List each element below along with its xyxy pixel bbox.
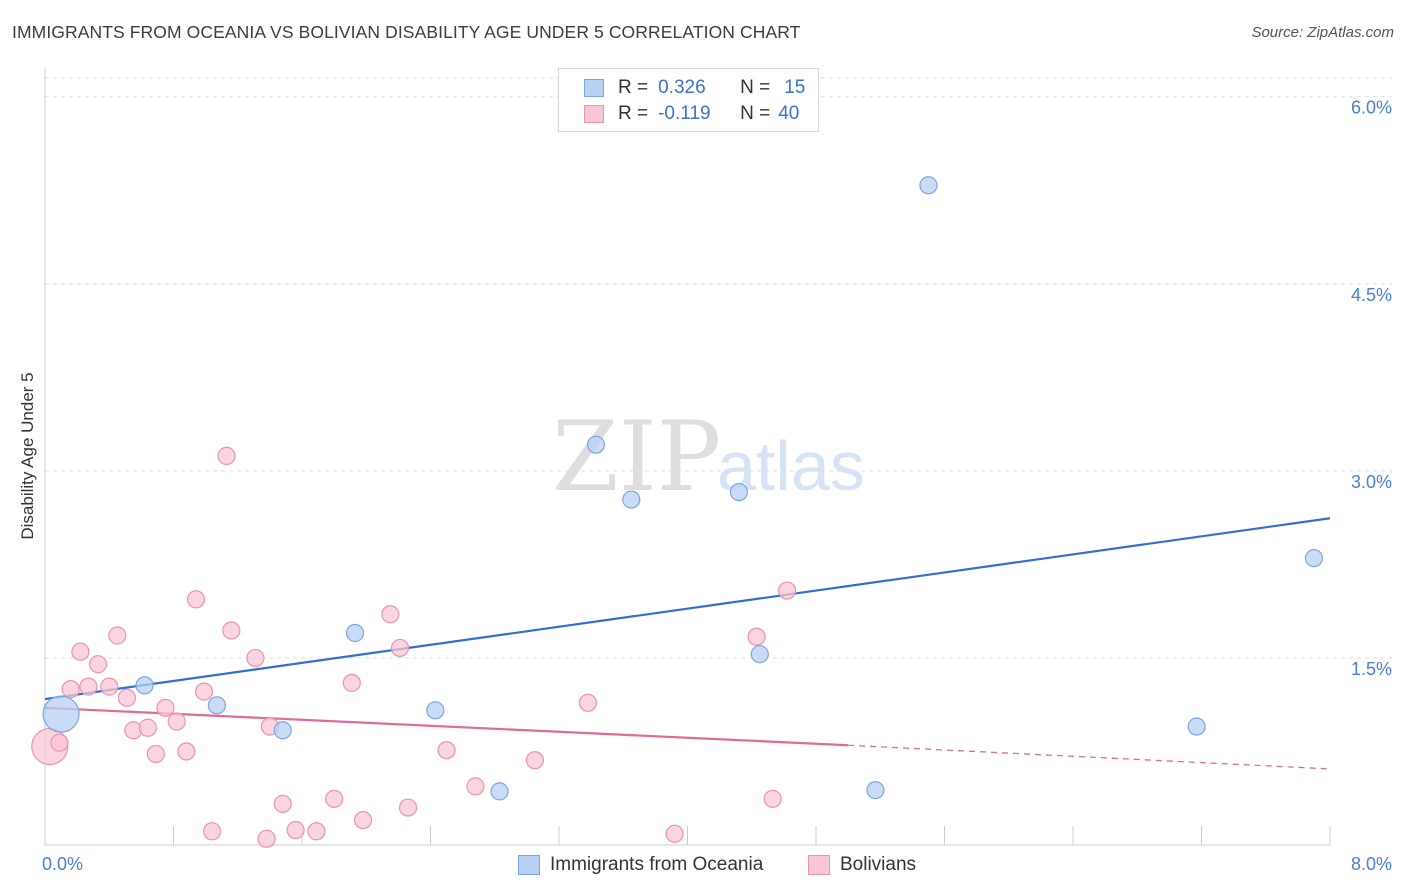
point-bolivians [246,648,265,668]
legend-n-label: N = [740,103,771,124]
trendline-oceania [44,517,1331,701]
x-tick-label: 0.0% [42,854,83,874]
legend-row-bolivians: R = -0.119 N = 40 [584,102,799,126]
point-bolivians [665,824,684,843]
point-bolivians [79,677,98,696]
chart-title: IMMIGRANTS FROM OCEANIA VS BOLIVIAN DISA… [12,22,801,42]
y-tick-label: 3.0% [1351,472,1392,492]
point-bolivians [117,688,137,707]
point-oceania [490,782,509,801]
point-bolivians [177,742,196,761]
source-label: Source: ZipAtlas.com [1251,24,1394,41]
trend-lines [44,517,1331,770]
point-oceania [426,701,445,720]
legend-n-value: 15 [784,77,806,98]
legend-r-label: R = [618,77,649,98]
point-bolivians [398,798,418,817]
point-oceania [919,176,938,195]
point-bolivians [146,744,165,764]
point-bolivians [325,789,344,808]
point-bolivians [71,642,90,661]
point-bolivians [108,626,127,645]
point-oceania [622,490,641,509]
legend-r-value: -0.119 [658,103,711,124]
point-bolivians [273,794,292,813]
point-bolivians [50,733,69,752]
y-tick-label: 1.5% [1351,659,1392,679]
point-bolivians [763,789,782,808]
trendline-bolivians-extension [848,744,1331,770]
point-bolivians [222,621,241,640]
point-bolivians [202,822,222,841]
point-bolivians [186,590,206,609]
point-bolivians [138,718,157,737]
point-oceania [135,676,154,695]
point-bolivians [286,820,305,840]
point-bolivians [578,693,598,712]
point-oceania [729,482,749,502]
point-oceania [1304,549,1324,568]
correlation-legend: R = 0.326 N = 15 R = -0.119 N = 40 [558,68,819,132]
bottom-legend-swatch-bolivians [808,855,830,875]
bottom-legend-swatch-oceania [518,855,540,875]
point-oceania [586,435,606,454]
x-tick-label: 8.0% [1351,854,1392,874]
point-bolivians [156,698,175,717]
point-oceania [42,695,80,733]
point-bolivians [194,682,214,701]
point-bolivians [353,810,373,830]
point-bolivians [437,741,456,760]
legend-r-label: R = [618,103,649,124]
point-bolivians [381,605,400,624]
point-bolivians [257,829,276,848]
legend-swatch-bolivians [584,105,604,123]
bottom-legend-oceania: Immigrants from Oceania [518,852,763,878]
bottom-legend-bolivians: Bolivians [808,852,916,878]
point-bolivians [747,627,766,646]
point-oceania [866,781,885,800]
legend-swatch-oceania [584,79,604,97]
bottom-legend-label-bolivians: Bolivians [840,854,917,875]
point-oceania [273,721,292,740]
point-bolivians [390,638,410,658]
legend-n-value: 40 [778,103,800,124]
point-oceania [1187,717,1206,736]
data-points [31,176,1324,848]
point-bolivians [307,822,326,841]
point-bolivians [100,677,119,696]
point-bolivians [342,673,361,692]
point-bolivians [525,751,545,770]
point-bolivians [466,777,485,796]
y-tick-label: 6.0% [1351,98,1392,118]
point-oceania [345,623,365,643]
legend-n-label: N = [740,77,771,98]
watermark: ZIP atlas [552,401,865,513]
point-oceania [750,645,769,664]
y-axis-title: Disability Age Under 5 [18,372,37,539]
legend-row-oceania: R = 0.326 N = 15 [584,76,805,100]
y-tick-label: 4.5% [1351,285,1392,305]
bottom-legend-label-oceania: Immigrants from Oceania [550,854,764,875]
legend-r-value: 0.326 [658,77,706,98]
point-bolivians [167,712,186,731]
point-bolivians [217,446,236,465]
point-bolivians [777,581,797,600]
point-bolivians [61,680,80,699]
grid-lines [45,77,1392,659]
point-oceania [207,696,226,715]
point-bolivians [88,655,108,674]
axis-labels: 1.5% 3.0% 4.5% 6.0% 0.0% 8.0% Disability Age U… [18,98,1392,874]
